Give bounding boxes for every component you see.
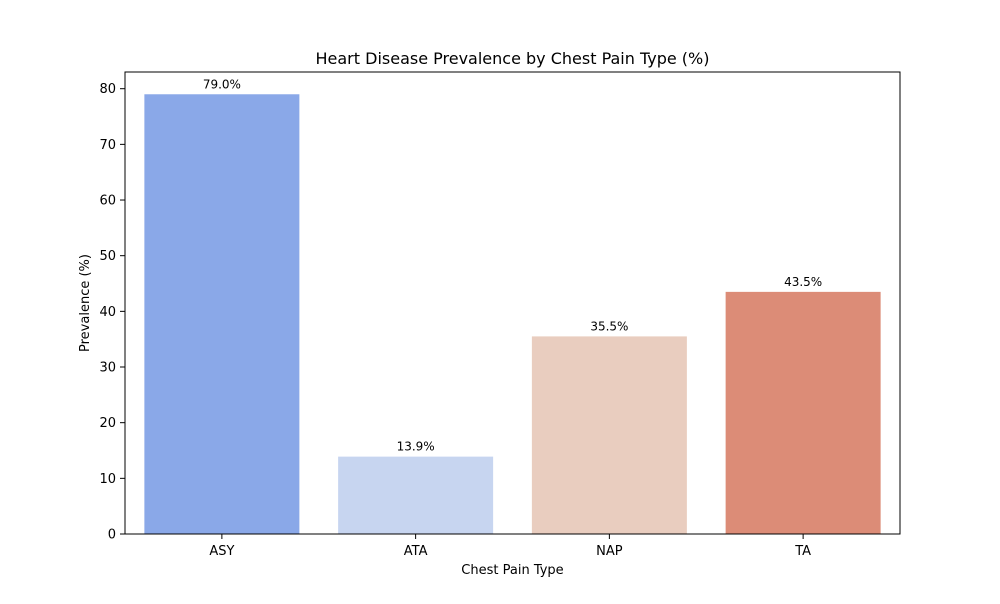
bar-ta	[725, 291, 881, 534]
x-axis-label: Chest Pain Type	[461, 563, 563, 578]
value-label-nap: 35.5%	[590, 319, 628, 333]
y-axis-label: Prevalence (%)	[78, 254, 93, 352]
y-tick-label: 50	[99, 249, 116, 264]
value-label-asy: 79.0%	[203, 77, 241, 91]
bar-ata	[338, 456, 494, 534]
x-axis: ASY ATA NAP TA	[209, 534, 811, 559]
chart-title: Heart Disease Prevalence by Chest Pain T…	[316, 49, 710, 68]
bar-nap	[531, 336, 687, 534]
y-tick-label: 0	[108, 528, 116, 543]
x-tick-label-ta: TA	[794, 544, 811, 559]
x-tick-label-asy: ASY	[209, 544, 234, 559]
y-tick-label: 10	[99, 472, 116, 487]
y-tick-label: 80	[99, 82, 116, 97]
y-axis: 0 10 20 30 40 50 60 70 80	[99, 82, 125, 543]
x-tick-label-nap: NAP	[596, 544, 623, 559]
y-tick-label: 60	[99, 194, 116, 209]
y-tick-label: 40	[99, 305, 116, 320]
value-labels: 79.0% 13.9% 35.5% 43.5%	[203, 77, 822, 453]
y-tick-label: 20	[99, 416, 116, 431]
bars	[144, 94, 881, 534]
y-tick-label: 30	[99, 361, 116, 376]
bar-asy	[144, 94, 300, 534]
x-tick-label-ata: ATA	[404, 544, 428, 559]
value-label-ta: 43.5%	[784, 275, 822, 289]
value-label-ata: 13.9%	[397, 440, 435, 454]
plot-frame	[124, 71, 901, 535]
y-tick-label: 70	[99, 138, 116, 153]
